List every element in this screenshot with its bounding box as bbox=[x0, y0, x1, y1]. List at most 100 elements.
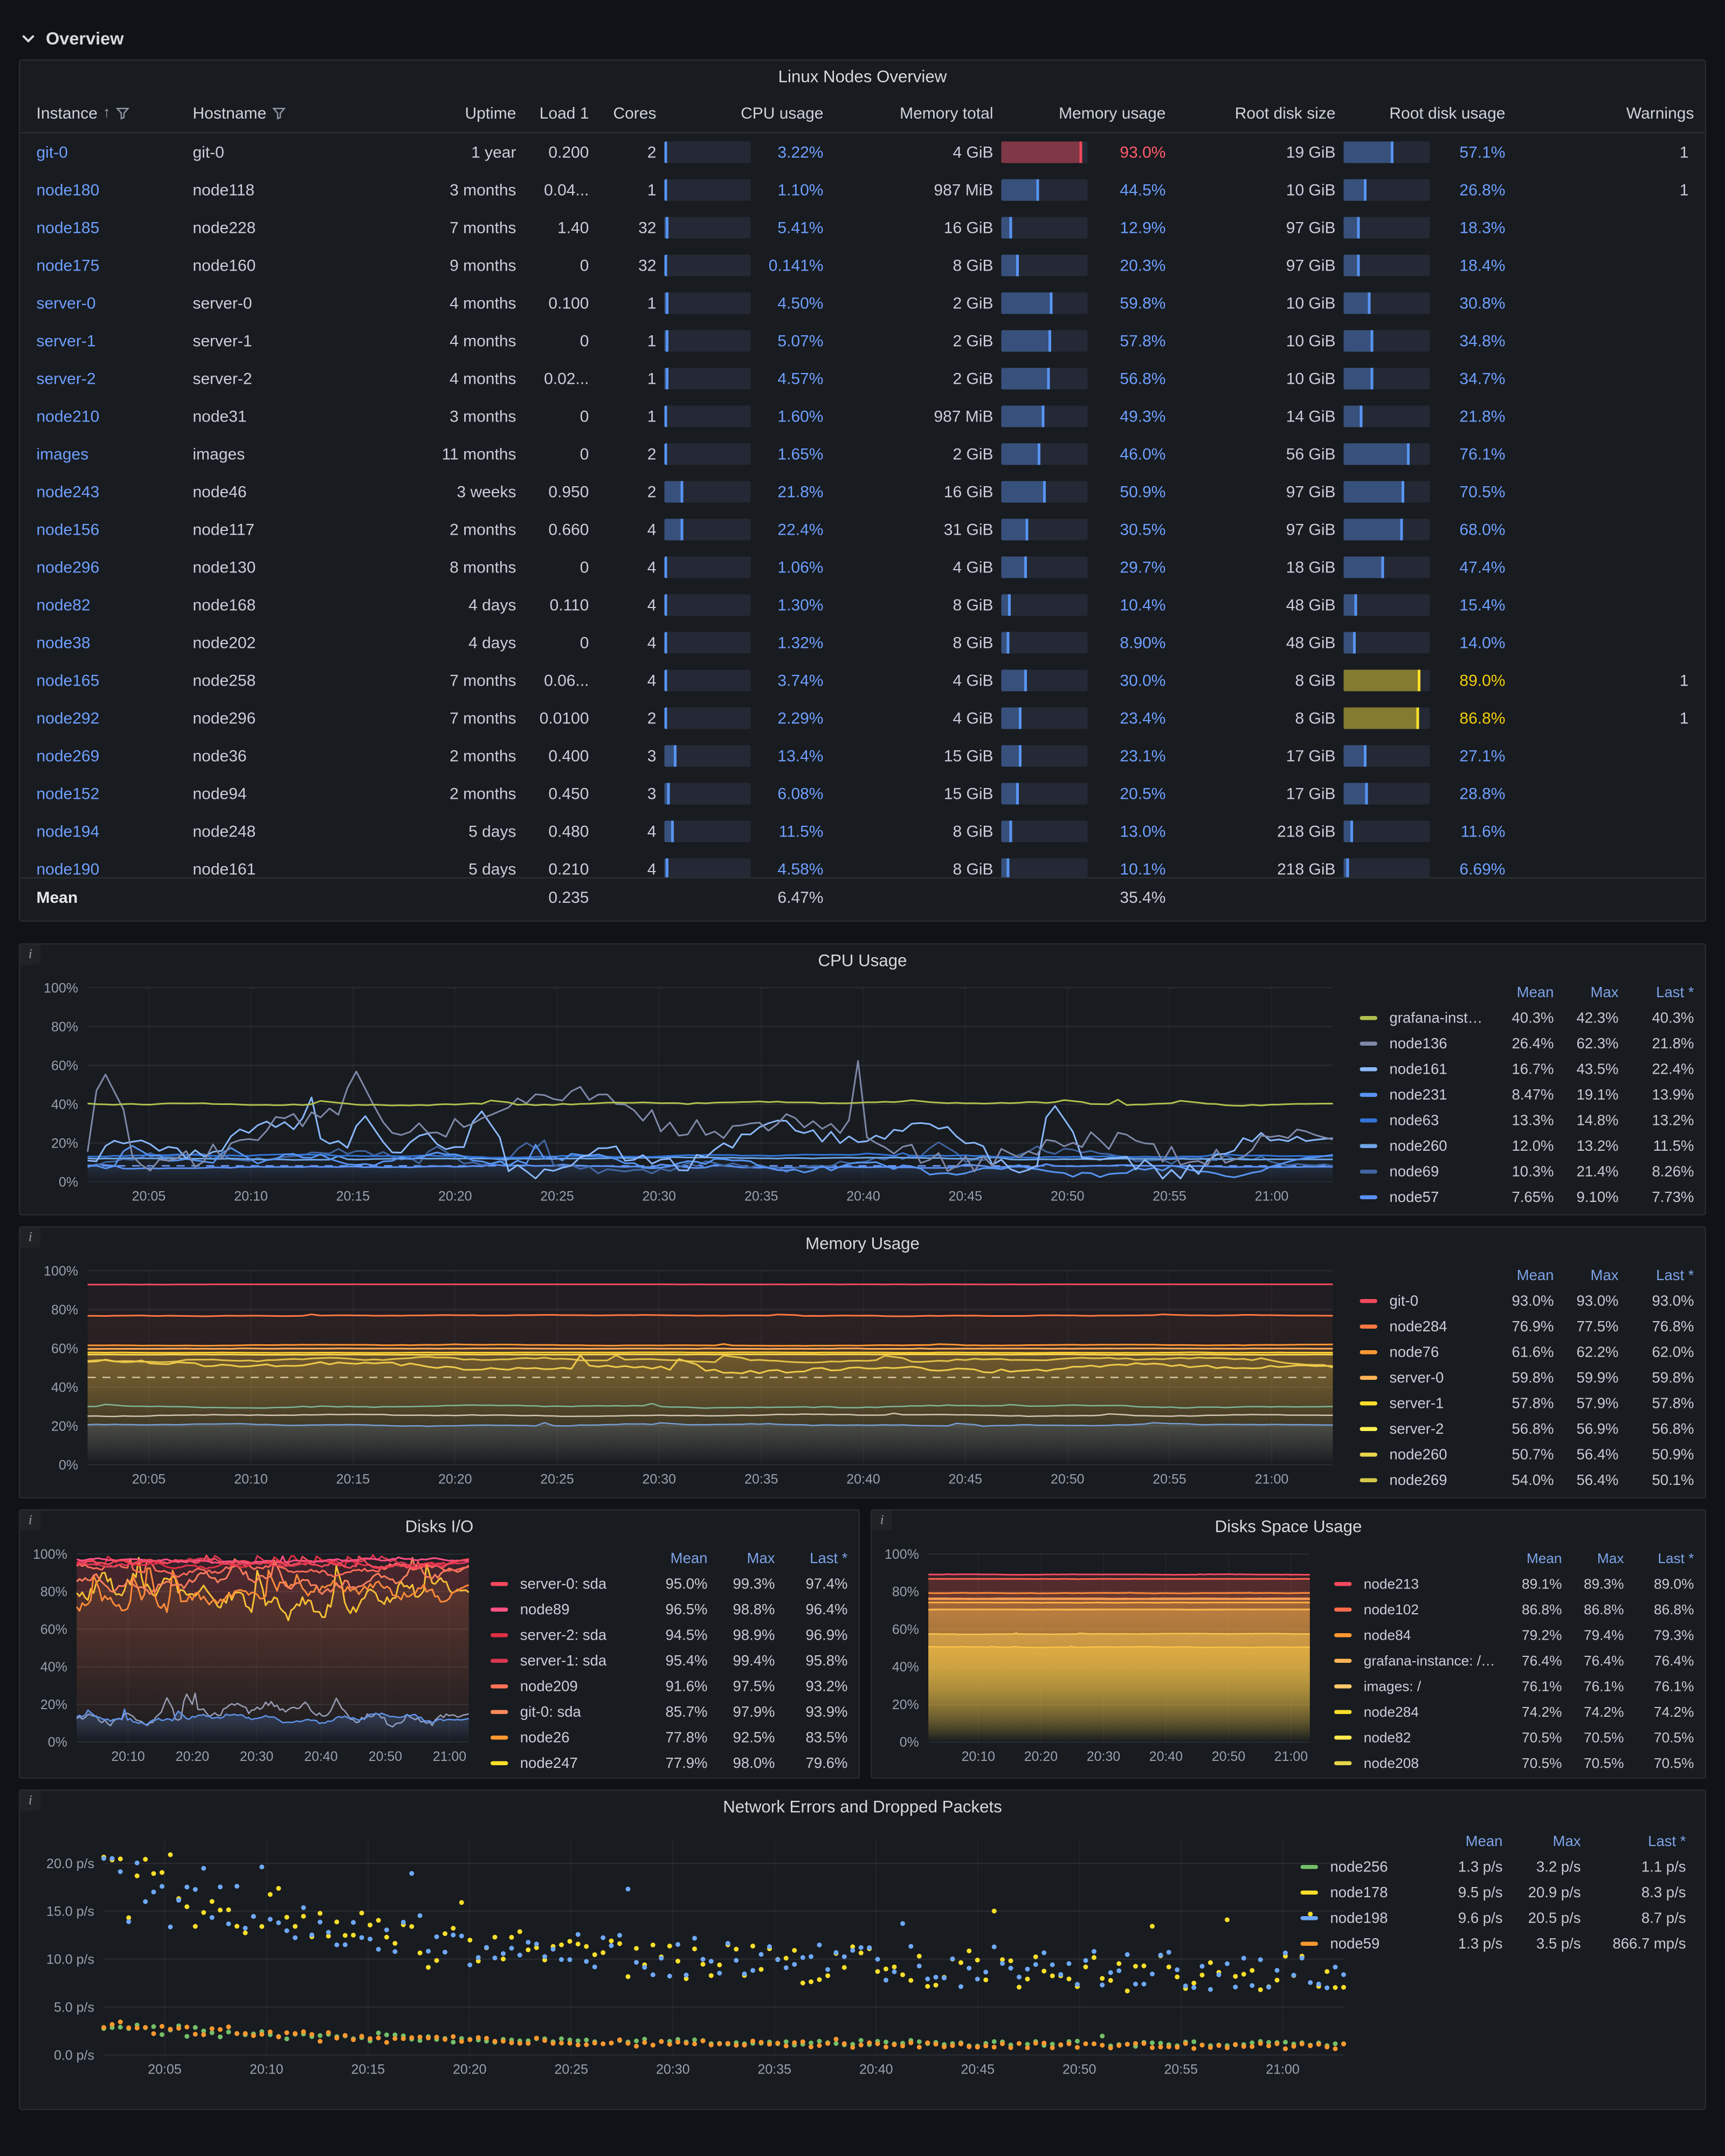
column-header-cpu[interactable]: CPU usage bbox=[741, 103, 824, 122]
table-row[interactable]: server-2 server-2 4 months 0.02... 1 4.57% 2 G… bbox=[20, 360, 1705, 398]
legend-series-name[interactable]: node269 bbox=[1389, 1472, 1447, 1489]
legend-series-name[interactable]: node161 bbox=[1389, 1061, 1447, 1077]
table-row[interactable]: server-0 server-0 4 months 0.100 1 4.50% 2 GiB… bbox=[20, 285, 1705, 322]
panel-info-icon[interactable]: i bbox=[20, 1227, 40, 1248]
legend-series-name[interactable]: node59 bbox=[1330, 1936, 1380, 1952]
cpu-usage-chart[interactable]: 0% 20% 40% 60% 80% 100% 20:05 20:10 20:15 20:20 20… bbox=[26, 977, 1347, 1212]
dashboard-row-header[interactable]: Overview bbox=[0, 0, 1725, 59]
legend-column-header[interactable]: Mean bbox=[1516, 984, 1554, 1001]
network-errors-chart[interactable]: 0.0 p/s 5.0 p/s 10.0 p/s 15.0 p/s 20.0 p/s 20… bbox=[26, 1823, 1360, 2093]
table-row[interactable]: server-1 server-1 4 months 0 1 5.07% 2 GiB 57.8… bbox=[20, 322, 1705, 360]
panel-title[interactable]: Disks Space Usage bbox=[1215, 1517, 1362, 1536]
panel-title[interactable]: Linux Nodes Overview bbox=[778, 67, 947, 86]
table-row[interactable]: node296 node130 8 months 0 4 1.06% 4 GiB 29.7% 1… bbox=[20, 549, 1705, 586]
legend-series-name[interactable]: grafana-instance: /var bbox=[1363, 1653, 1500, 1669]
column-header-cores[interactable]: Cores bbox=[613, 103, 657, 122]
disks-space-usage-chart[interactable]: 0% 20% 40% 60% 80% 100% 20:10 20:20 20:30 20:40 20… bbox=[878, 1543, 1321, 1772]
legend-column-header[interactable]: Mean bbox=[670, 1550, 708, 1567]
table-row[interactable]: node38 node202 4 days 0 4 1.32% 8 GiB 8.90% 48 G… bbox=[20, 624, 1705, 662]
instance-link[interactable]: server-1 bbox=[36, 331, 96, 350]
table-row[interactable]: node210 node31 3 months 0 1 1.60% 987 MiB 49.3%… bbox=[20, 398, 1705, 436]
legend-series-name[interactable]: grafana-instance bbox=[1389, 1010, 1489, 1026]
disks-io-chart[interactable]: 0% 20% 40% 60% 80% 100% 20:10 20:20 20:30 20:40 20… bbox=[26, 1543, 477, 1772]
legend-column-header[interactable]: Max bbox=[1590, 1267, 1619, 1284]
legend-column-header[interactable]: Mean bbox=[1465, 1833, 1503, 1850]
legend-series-name[interactable]: server-0: sda bbox=[520, 1575, 607, 1592]
legend-series-name[interactable]: git-0 bbox=[1389, 1293, 1419, 1309]
column-header-warnings[interactable]: Warnings bbox=[1626, 103, 1694, 122]
table-row[interactable]: node156 node117 2 months 0.660 4 22.4% 31 GiB 3… bbox=[20, 511, 1705, 549]
legend-series-name[interactable]: node256 bbox=[1330, 1858, 1388, 1875]
legend-series-name[interactable]: git-0: sda bbox=[520, 1704, 581, 1720]
instance-link[interactable]: node156 bbox=[36, 520, 100, 539]
legend-column-header[interactable]: Last * bbox=[1658, 1550, 1694, 1567]
instance-link[interactable]: node38 bbox=[36, 633, 91, 652]
legend-series-name[interactable]: server-2 bbox=[1389, 1421, 1444, 1438]
panel-info-icon[interactable]: i bbox=[20, 1510, 40, 1531]
panel-title[interactable]: Disks I/O bbox=[405, 1517, 474, 1536]
instance-link[interactable]: server-0 bbox=[36, 294, 96, 313]
column-header-mem_total[interactable]: Memory total bbox=[900, 103, 993, 122]
instance-link[interactable]: node194 bbox=[36, 822, 100, 841]
table-row[interactable]: node82 node168 4 days 0.110 4 1.30% 8 GiB 10.4%… bbox=[20, 586, 1705, 624]
legend-series-name[interactable]: node82 bbox=[1363, 1729, 1411, 1746]
legend-column-header[interactable]: Max bbox=[1552, 1833, 1581, 1850]
instance-link[interactable]: images bbox=[36, 445, 89, 464]
legend-column-header[interactable]: Max bbox=[747, 1550, 775, 1567]
legend-series-name[interactable]: node57 bbox=[1389, 1189, 1439, 1206]
instance-link[interactable]: node175 bbox=[36, 256, 100, 275]
legend-series-name[interactable]: node208 bbox=[1363, 1755, 1419, 1772]
instance-link[interactable]: node185 bbox=[36, 218, 100, 237]
legend-series-name[interactable]: node89 bbox=[520, 1601, 570, 1618]
column-header-instance[interactable]: Instance ↑ bbox=[26, 103, 193, 122]
filter-icon[interactable] bbox=[272, 106, 286, 119]
legend-series-name[interactable]: node198 bbox=[1330, 1910, 1388, 1926]
table-row[interactable]: node180 node118 3 months 0.04... 1 1.10% 987 M… bbox=[20, 171, 1705, 209]
table-row[interactable]: node152 node94 2 months 0.450 3 6.08% 15 GiB 20… bbox=[20, 775, 1705, 813]
table-row[interactable]: node190 node161 5 days 0.210 4 4.58% 8 GiB 10.1… bbox=[20, 851, 1705, 877]
instance-link[interactable]: server-2 bbox=[36, 369, 96, 388]
legend-column-header[interactable]: Mean bbox=[1516, 1267, 1554, 1284]
legend-column-header[interactable]: Last * bbox=[1656, 1267, 1694, 1284]
filter-icon[interactable] bbox=[115, 106, 129, 119]
instance-link[interactable]: node82 bbox=[36, 596, 91, 614]
legend-series-name[interactable]: node260 bbox=[1389, 1138, 1447, 1155]
legend-series-name[interactable]: server-0 bbox=[1389, 1370, 1444, 1386]
legend-series-name[interactable]: server-1: sda bbox=[520, 1653, 607, 1669]
column-header-disk_size[interactable]: Root disk size bbox=[1234, 103, 1336, 122]
legend-series-name[interactable]: node213 bbox=[1363, 1575, 1419, 1592]
legend-series-name[interactable]: node63 bbox=[1389, 1112, 1439, 1129]
panel-title[interactable]: CPU Usage bbox=[818, 951, 907, 970]
legend-series-name[interactable]: node136 bbox=[1389, 1035, 1447, 1052]
panel-title[interactable]: Network Errors and Dropped Packets bbox=[723, 1798, 1002, 1816]
table-row[interactable]: node185 node228 7 months 1.40 32 5.41% 16 GiB 1… bbox=[20, 209, 1705, 247]
column-header-uptime[interactable]: Uptime bbox=[465, 103, 516, 122]
legend-series-name[interactable]: node76 bbox=[1389, 1344, 1439, 1360]
table-row[interactable]: node194 node248 5 days 0.480 4 11.5% 8 GiB 13.0… bbox=[20, 813, 1705, 851]
legend-series-name[interactable]: node247 bbox=[520, 1755, 578, 1772]
memory-usage-chart[interactable]: 0% 20% 40% 60% 80% 100% 20:05 20:10 20:15 20:20 20… bbox=[26, 1260, 1347, 1495]
column-header-load1[interactable]: Load 1 bbox=[539, 103, 589, 122]
legend-series-name[interactable]: node284 bbox=[1363, 1704, 1419, 1720]
legend-series-name[interactable]: images: / bbox=[1363, 1678, 1422, 1695]
table-row[interactable]: git-0 git-0 1 year 0.200 2 3.22% 4 GiB 93.0% 19 … bbox=[20, 134, 1705, 171]
legend-series-name[interactable]: node102 bbox=[1363, 1601, 1419, 1618]
panel-info-icon[interactable]: i bbox=[872, 1510, 892, 1531]
table-row[interactable]: node269 node36 2 months 0.400 3 13.4% 15 GiB 23… bbox=[20, 737, 1705, 775]
table-row[interactable]: node165 node258 7 months 0.06... 4 3.74% 4 GiB… bbox=[20, 662, 1705, 700]
legend-series-name[interactable]: node231 bbox=[1389, 1087, 1447, 1103]
legend-column-header[interactable]: Last * bbox=[1656, 984, 1694, 1001]
instance-link[interactable]: node165 bbox=[36, 671, 100, 690]
legend-series-name[interactable]: node260 bbox=[1389, 1446, 1447, 1463]
instance-link[interactable]: node152 bbox=[36, 784, 100, 803]
legend-column-header[interactable]: Last * bbox=[1648, 1833, 1686, 1850]
table-row[interactable]: node292 node296 7 months 0.0100 2 2.29% 4 GiB 2… bbox=[20, 700, 1705, 737]
table-row[interactable]: node175 node160 9 months 0 32 0.141% 8 GiB 20.3… bbox=[20, 247, 1705, 285]
instance-link[interactable]: node210 bbox=[36, 407, 100, 426]
legend-series-name[interactable]: server-1 bbox=[1389, 1395, 1444, 1412]
column-header-disk[interactable]: Root disk usage bbox=[1389, 103, 1506, 122]
instance-link[interactable]: node269 bbox=[36, 747, 100, 765]
legend-series-name[interactable]: node84 bbox=[1363, 1627, 1411, 1643]
legend-column-header[interactable]: Max bbox=[1590, 984, 1619, 1001]
instance-link[interactable]: git-0 bbox=[36, 143, 68, 162]
